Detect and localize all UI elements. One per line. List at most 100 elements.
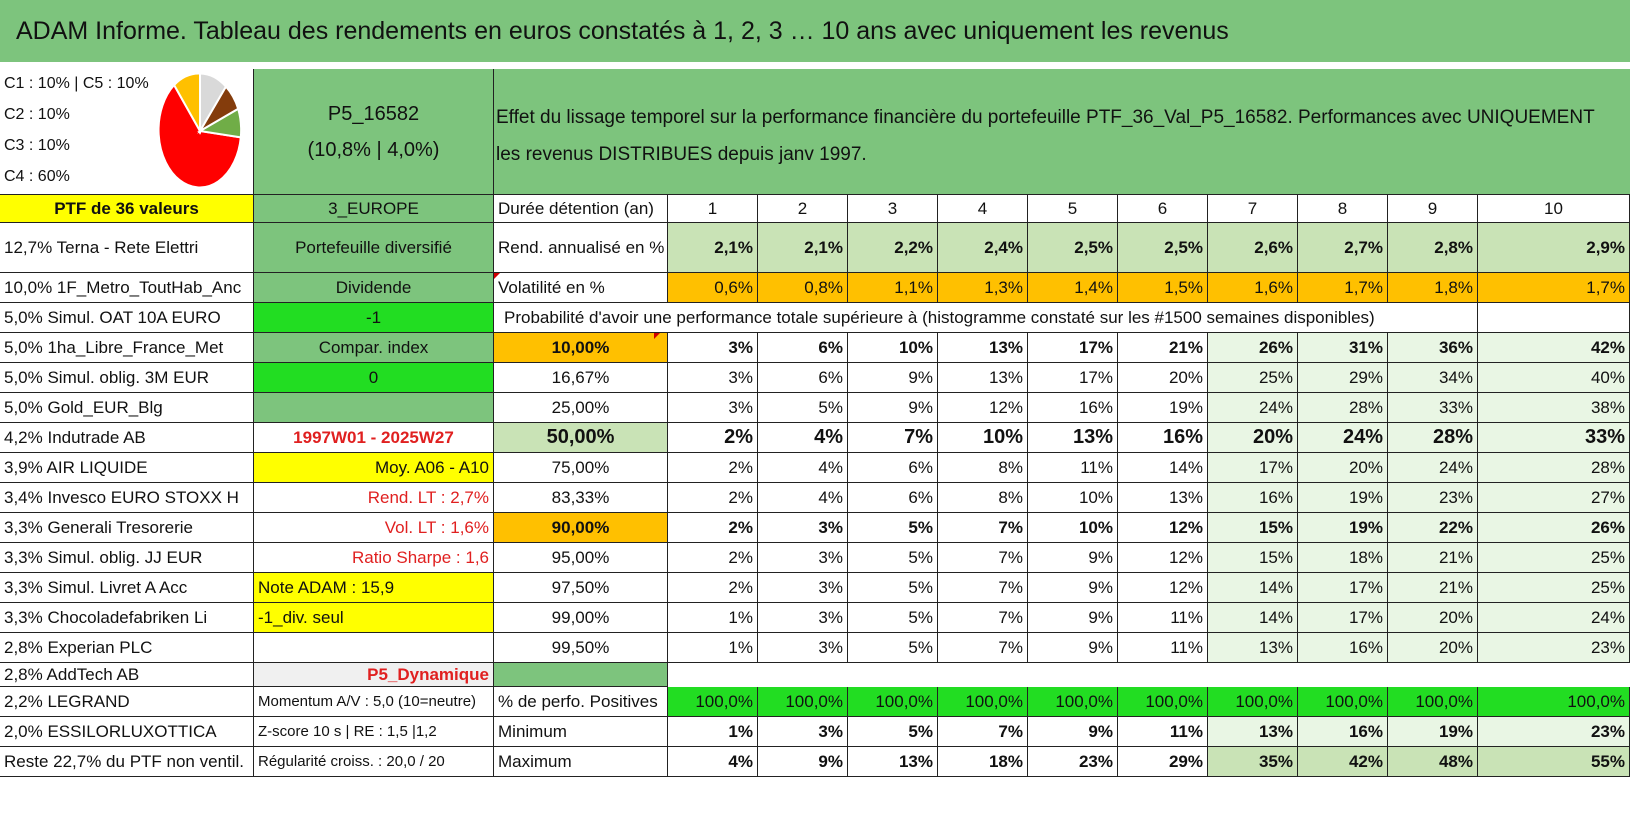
vol-value: 1,1% xyxy=(848,273,938,303)
probability-value: 23% xyxy=(1478,633,1630,663)
probability-value: 17% xyxy=(1028,363,1118,393)
portfolio-strategy: Dividende xyxy=(254,273,494,303)
probability-value: 2% xyxy=(668,513,758,543)
holding-row: 12,7% Terna - Rete Elettri xyxy=(0,223,254,273)
year-header: 7 xyxy=(1208,195,1298,223)
maximum-value: 13% xyxy=(848,747,938,777)
probability-value: 2% xyxy=(668,453,758,483)
probability-value: 9% xyxy=(1028,633,1118,663)
probability-value: 3% xyxy=(758,633,848,663)
portfolio-type: Portefeuille diversifié xyxy=(254,223,494,273)
probability-value: 27% xyxy=(1478,483,1630,513)
allocation-pie-chart xyxy=(157,72,243,189)
probability-threshold: 10,00% xyxy=(494,333,668,363)
minimum-value: 3% xyxy=(758,717,848,747)
probability-value: 10% xyxy=(848,333,938,363)
holding-row: 10,0% 1F_Metro_ToutHab_Anc xyxy=(0,273,254,303)
probability-value: 4% xyxy=(758,423,848,453)
holding-row: 5,0% 1ha_Libre_France_Met xyxy=(0,333,254,363)
vol-value: 1,5% xyxy=(1118,273,1208,303)
probability-value: 3% xyxy=(758,543,848,573)
momentum: Momentum A/V : 5,0 (10=neutre) xyxy=(254,687,494,717)
probability-value: 9% xyxy=(1028,543,1118,573)
probability-value: 7% xyxy=(938,603,1028,633)
year-header: 6 xyxy=(1118,195,1208,223)
pie-slice-c5 xyxy=(172,72,201,135)
probability-value: 2% xyxy=(668,423,758,453)
probability-value: 20% xyxy=(1388,633,1478,663)
oat-signal: -1 xyxy=(254,303,494,333)
minimum-value: 11% xyxy=(1118,717,1208,747)
rend-value: 2,7% xyxy=(1298,223,1388,273)
vol-value: 1,7% xyxy=(1298,273,1388,303)
z-score: Z-score 10 s | RE : 1,5 |1,2 xyxy=(254,717,494,747)
probability-value: 25% xyxy=(1478,573,1630,603)
probability-value: 20% xyxy=(1388,603,1478,633)
minimum-value: 1% xyxy=(668,717,758,747)
probability-value: 29% xyxy=(1298,363,1388,393)
rend-lt: Rend. LT : 2,7% xyxy=(254,483,494,513)
rend-value: 2,5% xyxy=(1028,223,1118,273)
probability-value: 3% xyxy=(758,603,848,633)
probability-value: 19% xyxy=(1298,513,1388,543)
year-header: 1 xyxy=(668,195,758,223)
probability-threshold: 75,00% xyxy=(494,453,668,483)
maximum-value: 23% xyxy=(1028,747,1118,777)
holding-row: 5,0% Simul. oblig. 3M EUR xyxy=(0,363,254,393)
legend-item: C3 : 10% xyxy=(4,137,70,154)
probability-value: 20% xyxy=(1208,423,1298,453)
holding-row: 2,8% AddTech AB xyxy=(0,663,254,687)
probability-value: 16% xyxy=(1298,633,1388,663)
rend-value: 2,4% xyxy=(938,223,1028,273)
probability-value: 7% xyxy=(938,543,1028,573)
probability-value: 22% xyxy=(1388,513,1478,543)
pie-slice-c4 xyxy=(157,83,242,189)
probability-value: 10% xyxy=(1028,513,1118,543)
rend-value: 2,1% xyxy=(668,223,758,273)
probability-value: 9% xyxy=(848,363,938,393)
probability-value: 6% xyxy=(848,483,938,513)
period-range: 1997W01 - 2025W27 xyxy=(254,423,494,453)
ratio-sharpe: Ratio Sharpe : 1,6 xyxy=(254,543,494,573)
probability-value: 24% xyxy=(1388,453,1478,483)
probability-value: 42% xyxy=(1478,333,1630,363)
probability-value: 3% xyxy=(758,513,848,543)
probability-value: 15% xyxy=(1208,543,1298,573)
div-only: -1_div. seul xyxy=(254,603,494,633)
probability-value: 8% xyxy=(938,453,1028,483)
probability-value: 17% xyxy=(1298,603,1388,633)
probability-value: 16% xyxy=(1028,393,1118,423)
probability-value: 13% xyxy=(1118,483,1208,513)
description-panel: Effet du lissage temporel sur la perform… xyxy=(494,69,1630,195)
probability-value: 13% xyxy=(938,333,1028,363)
maximum-value: 18% xyxy=(938,747,1028,777)
probability-threshold: 50,00% xyxy=(494,423,668,453)
holding-row: 3,9% AIR LIQUIDE xyxy=(0,453,254,483)
probability-threshold: 97,50% xyxy=(494,573,668,603)
probability-value: 20% xyxy=(1118,363,1208,393)
year-header: 10 xyxy=(1478,195,1630,223)
probability-value: 17% xyxy=(1028,333,1118,363)
probability-value: 8% xyxy=(938,483,1028,513)
probability-value: 1% xyxy=(668,633,758,663)
proba-title: Probabilité d'avoir une performance tota… xyxy=(494,303,1478,333)
description-text: Effet du lissage temporel sur la perform… xyxy=(496,107,1595,165)
maximum-value: 55% xyxy=(1478,747,1630,777)
regularity: Régularité croiss. : 20,0 / 20 xyxy=(254,747,494,777)
probability-value: 5% xyxy=(848,513,938,543)
probability-threshold: 99,50% xyxy=(494,633,668,663)
portfolio-stats: (10,8% | 4,0%) xyxy=(307,139,440,161)
year-header: 8 xyxy=(1298,195,1388,223)
probability-value: 7% xyxy=(938,573,1028,603)
probability-value: 12% xyxy=(1118,513,1208,543)
positives-value: 100,0% xyxy=(1118,687,1208,717)
legend-item: C2 : 10% xyxy=(4,106,70,123)
blank-green xyxy=(494,663,668,687)
probability-value: 28% xyxy=(1388,423,1478,453)
maximum-value: 4% xyxy=(668,747,758,777)
holding-row: 4,2% Indutrade AB xyxy=(0,423,254,453)
positives-value: 100,0% xyxy=(1028,687,1118,717)
probability-threshold: 90,00% xyxy=(494,513,668,543)
minimum-value: 5% xyxy=(848,717,938,747)
probability-value: 5% xyxy=(848,573,938,603)
